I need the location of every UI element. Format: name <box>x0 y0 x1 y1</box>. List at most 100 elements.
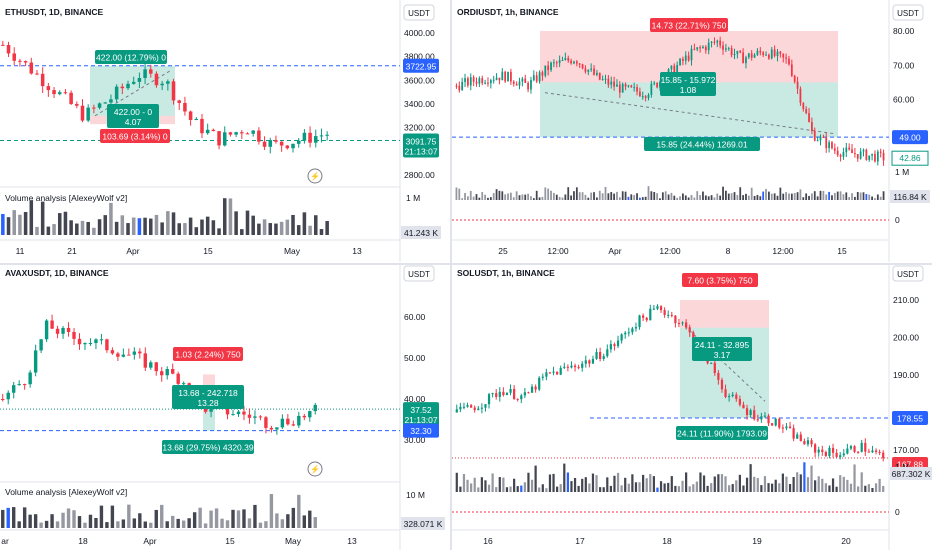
ordi-candle-body <box>455 85 458 87</box>
ordi-volume-bar <box>813 191 816 200</box>
eth-candle-body <box>302 132 307 141</box>
sol-candle-body <box>681 322 684 324</box>
avax-label-top: 1.03 (2.24%) 750 <box>173 347 243 361</box>
sol-candle <box>491 392 494 398</box>
ordi-candle-body <box>464 78 466 82</box>
avax-price-tick: 40.00 <box>404 394 426 404</box>
ordi-candle-body <box>816 140 819 142</box>
ordi-candle <box>722 41 724 55</box>
ordi-candle-body <box>799 88 802 103</box>
sol-candle-body <box>853 446 856 452</box>
ordi-candle-body <box>710 41 713 43</box>
ordi-volume-bar <box>879 196 882 200</box>
avax-candle-body <box>50 320 54 329</box>
sol-candle-body <box>566 366 569 368</box>
sol-volume-bar <box>699 472 702 492</box>
sol-candle <box>831 443 835 458</box>
ordi-candle-body <box>762 52 765 55</box>
ordi-candle-body <box>836 150 839 156</box>
ordi-candle <box>811 117 813 135</box>
sol-volume-bar <box>771 483 774 492</box>
vertical-separator <box>450 0 452 550</box>
sol-volume-bar <box>785 476 788 492</box>
avax-volume-bar <box>28 514 32 528</box>
ordi-volume-bar <box>535 190 538 200</box>
sol-candle-body <box>591 358 595 364</box>
sol-candle-body <box>455 409 458 413</box>
avax-volume-bar <box>291 507 296 528</box>
sol-candle <box>874 448 878 455</box>
ordi-volume-bar <box>555 194 558 200</box>
ordi-candle <box>679 57 681 67</box>
sol-label-mid-subtext: 3.17 <box>714 350 731 360</box>
eth-volume-bar <box>217 228 221 235</box>
eth-candle-body <box>251 130 255 134</box>
ordi-candle <box>782 53 785 63</box>
eth-candle-body <box>211 129 216 132</box>
eth-candle <box>291 143 295 153</box>
ordi-volume-bar <box>770 193 773 200</box>
sol-candle <box>688 324 691 337</box>
sol-candle <box>523 388 526 399</box>
sol-candle <box>753 405 756 421</box>
sol-volume-bar <box>831 478 835 492</box>
ordi-label-top-bg <box>650 18 728 32</box>
ordi-candle <box>862 148 865 157</box>
sol-price-tick: 210.00 <box>893 295 919 305</box>
sol-candle <box>473 405 476 413</box>
avax-volume-bar <box>44 520 49 528</box>
ordi-candle-body <box>627 85 630 87</box>
ordi-time-tick: 12:00 <box>772 246 794 256</box>
avax-candle-body <box>264 417 268 428</box>
eth-time-tick: 13 <box>352 246 362 256</box>
sol-candle-body <box>462 406 466 408</box>
sol-time-tick: 18 <box>662 536 672 546</box>
ordi-candle <box>730 45 733 58</box>
chart-title: AVAXUSDT, 1D, BINANCE <box>5 268 109 278</box>
ordi-candle <box>876 149 879 166</box>
avax-volume-bar <box>121 519 126 528</box>
sol-candle <box>670 311 673 318</box>
ordi-candle-body <box>790 64 793 76</box>
avax-candle-body <box>165 369 169 376</box>
ordi-volume-bar <box>753 196 756 200</box>
ordi-volume-bar <box>478 197 481 200</box>
ordi-volume-bar <box>808 195 810 200</box>
ordi-volume-bar <box>882 191 885 200</box>
ordi-candle <box>776 49 779 62</box>
ordi-candle <box>616 79 618 87</box>
ordi-candle <box>842 147 845 160</box>
ordi-volume-bar <box>670 192 673 200</box>
avax-volume-bar <box>214 508 219 528</box>
ordi-volume-bar <box>633 195 636 200</box>
sol-candle-body <box>491 393 494 395</box>
sol-candle <box>509 384 512 396</box>
ordi-candle-body <box>621 83 624 93</box>
eth-volume-bar <box>103 215 108 235</box>
sol-candle-body <box>645 317 648 321</box>
ordi-candle-body <box>484 82 486 84</box>
sol-candle-body <box>541 376 544 378</box>
ordi-candle-body <box>831 142 833 149</box>
eth-candle-body <box>35 73 39 75</box>
eth-candle <box>296 137 301 148</box>
eth-blue-price-tag-bg <box>403 58 439 73</box>
sol-label-top: 7.60 (3.75%) 750 <box>682 273 758 287</box>
sol-candle-body <box>839 455 842 457</box>
ordi-label-bottom: 15.85 (24.44%) 1269.01 <box>644 137 760 151</box>
eth-candle-body <box>160 83 164 86</box>
ordi-candle <box>805 106 808 115</box>
eth-volume-bar <box>35 226 39 235</box>
eth-volume-bar <box>228 198 233 235</box>
sol-candle-body <box>620 334 623 341</box>
sol-candle-body <box>502 391 505 396</box>
avax-candle <box>121 348 126 358</box>
avax-volume-bar <box>297 494 301 528</box>
sol-candle <box>659 305 663 314</box>
avax-candle-body <box>72 332 76 339</box>
eth-candle-body <box>240 132 244 134</box>
avax-candle <box>253 410 257 425</box>
sol-volume-bar <box>577 485 580 492</box>
